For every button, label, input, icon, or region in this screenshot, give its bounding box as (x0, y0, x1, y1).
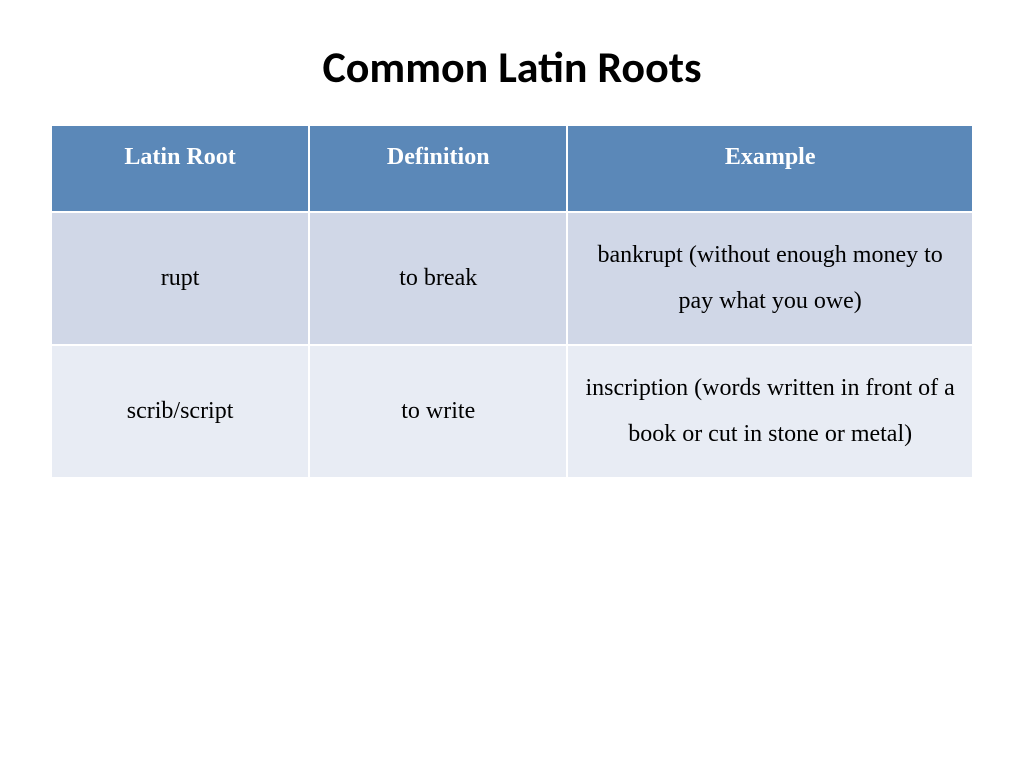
header-latin-root: Latin Root (51, 125, 309, 212)
cell-root: scrib/script (51, 345, 309, 478)
header-example: Example (567, 125, 973, 212)
cell-root: rupt (51, 212, 309, 345)
table-header-row: Latin Root Definition Example (51, 125, 973, 212)
cell-example: inscription (words written in front of a… (567, 345, 973, 478)
table-row: rupt to break bankrupt (without enough m… (51, 212, 973, 345)
cell-def: to write (309, 345, 567, 478)
cell-example: bankrupt (without enough money to pay wh… (567, 212, 973, 345)
cell-def: to break (309, 212, 567, 345)
header-definition: Definition (309, 125, 567, 212)
table-row: scrib/script to write inscription (words… (51, 345, 973, 478)
latin-roots-table: Latin Root Definition Example rupt to br… (50, 124, 974, 479)
page-title: Common Latin Roots (50, 40, 974, 94)
